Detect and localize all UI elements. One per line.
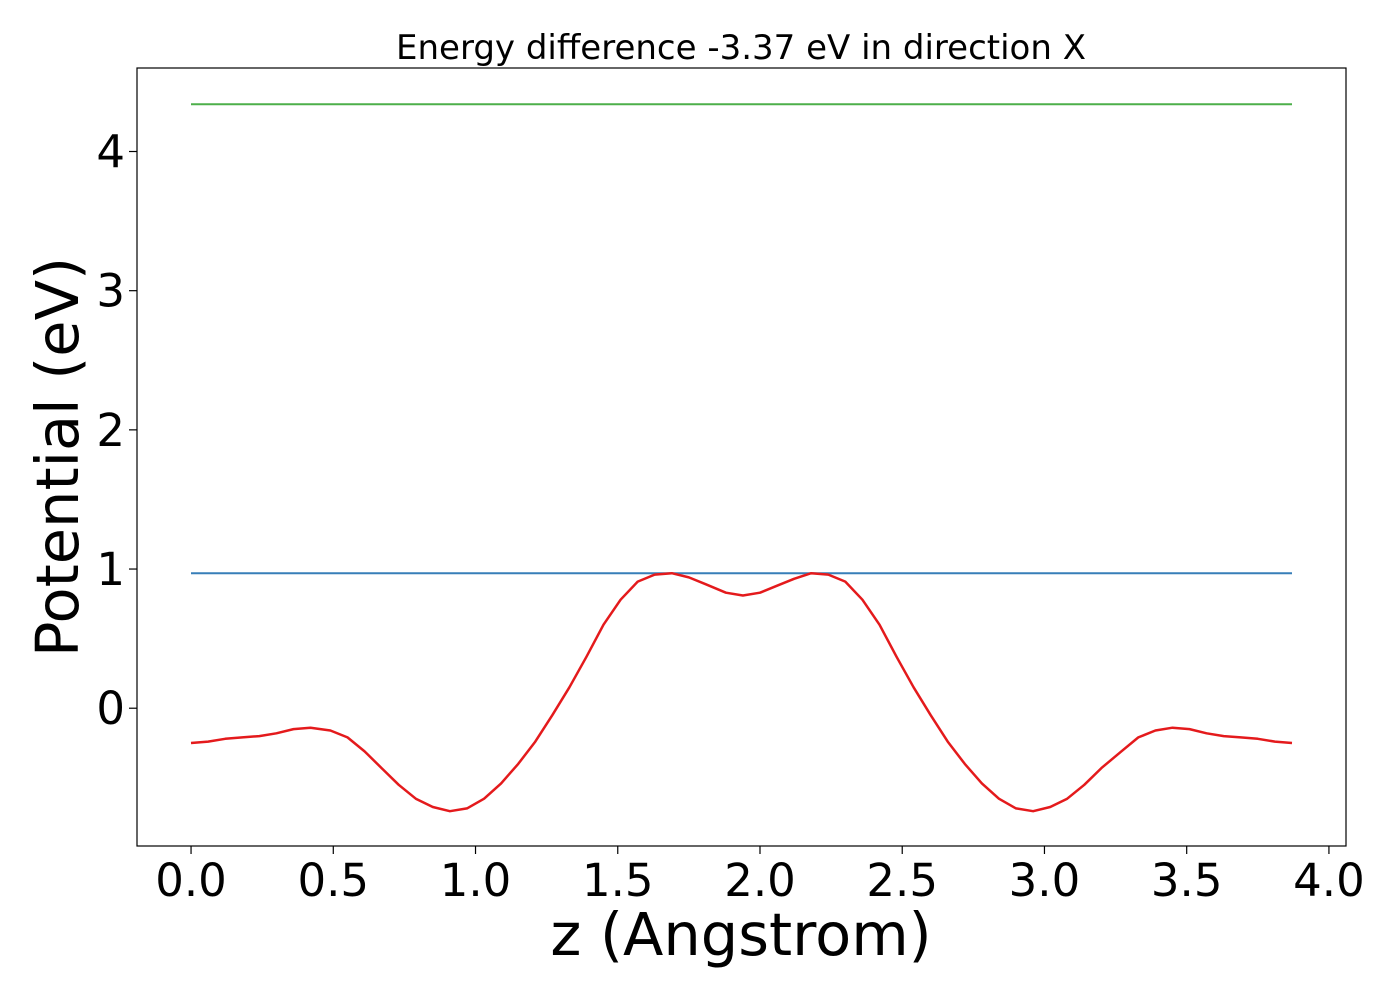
x-axis-label: z (Angstrom) [550, 900, 931, 969]
x-tick-label: 3.0 [1009, 854, 1081, 907]
x-tick-label: 2.0 [724, 854, 796, 907]
plot-area-frame [136, 67, 1347, 847]
y-tick-label: 0 [96, 682, 125, 735]
y-tick-label: 4 [96, 126, 125, 179]
x-axis-ticks: 0.0 0.5 1.0 1.5 2.0 2.5 3.0 3.5 4.0 [155, 846, 1365, 907]
y-axis-label: Potential (eV) [23, 257, 92, 657]
y-tick-label: 1 [96, 543, 125, 596]
y-axis-ticks: 0 1 2 3 4 [96, 126, 137, 735]
x-tick-label: 1.0 [440, 854, 512, 907]
x-tick-label: 2.5 [866, 854, 938, 907]
x-tick-label: 0.5 [297, 854, 369, 907]
x-tick-label: 0.0 [155, 854, 227, 907]
series-line-0 [190, 571, 1293, 813]
x-tick-label: 3.5 [1151, 854, 1223, 907]
chart-title: Energy difference -3.37 eV in direction … [396, 28, 1086, 68]
x-tick-label: 4.0 [1293, 854, 1365, 907]
y-tick-label: 3 [96, 265, 125, 318]
x-tick-label: 1.5 [582, 854, 654, 907]
series-layer [190, 103, 1293, 813]
y-tick-label: 2 [96, 404, 125, 457]
